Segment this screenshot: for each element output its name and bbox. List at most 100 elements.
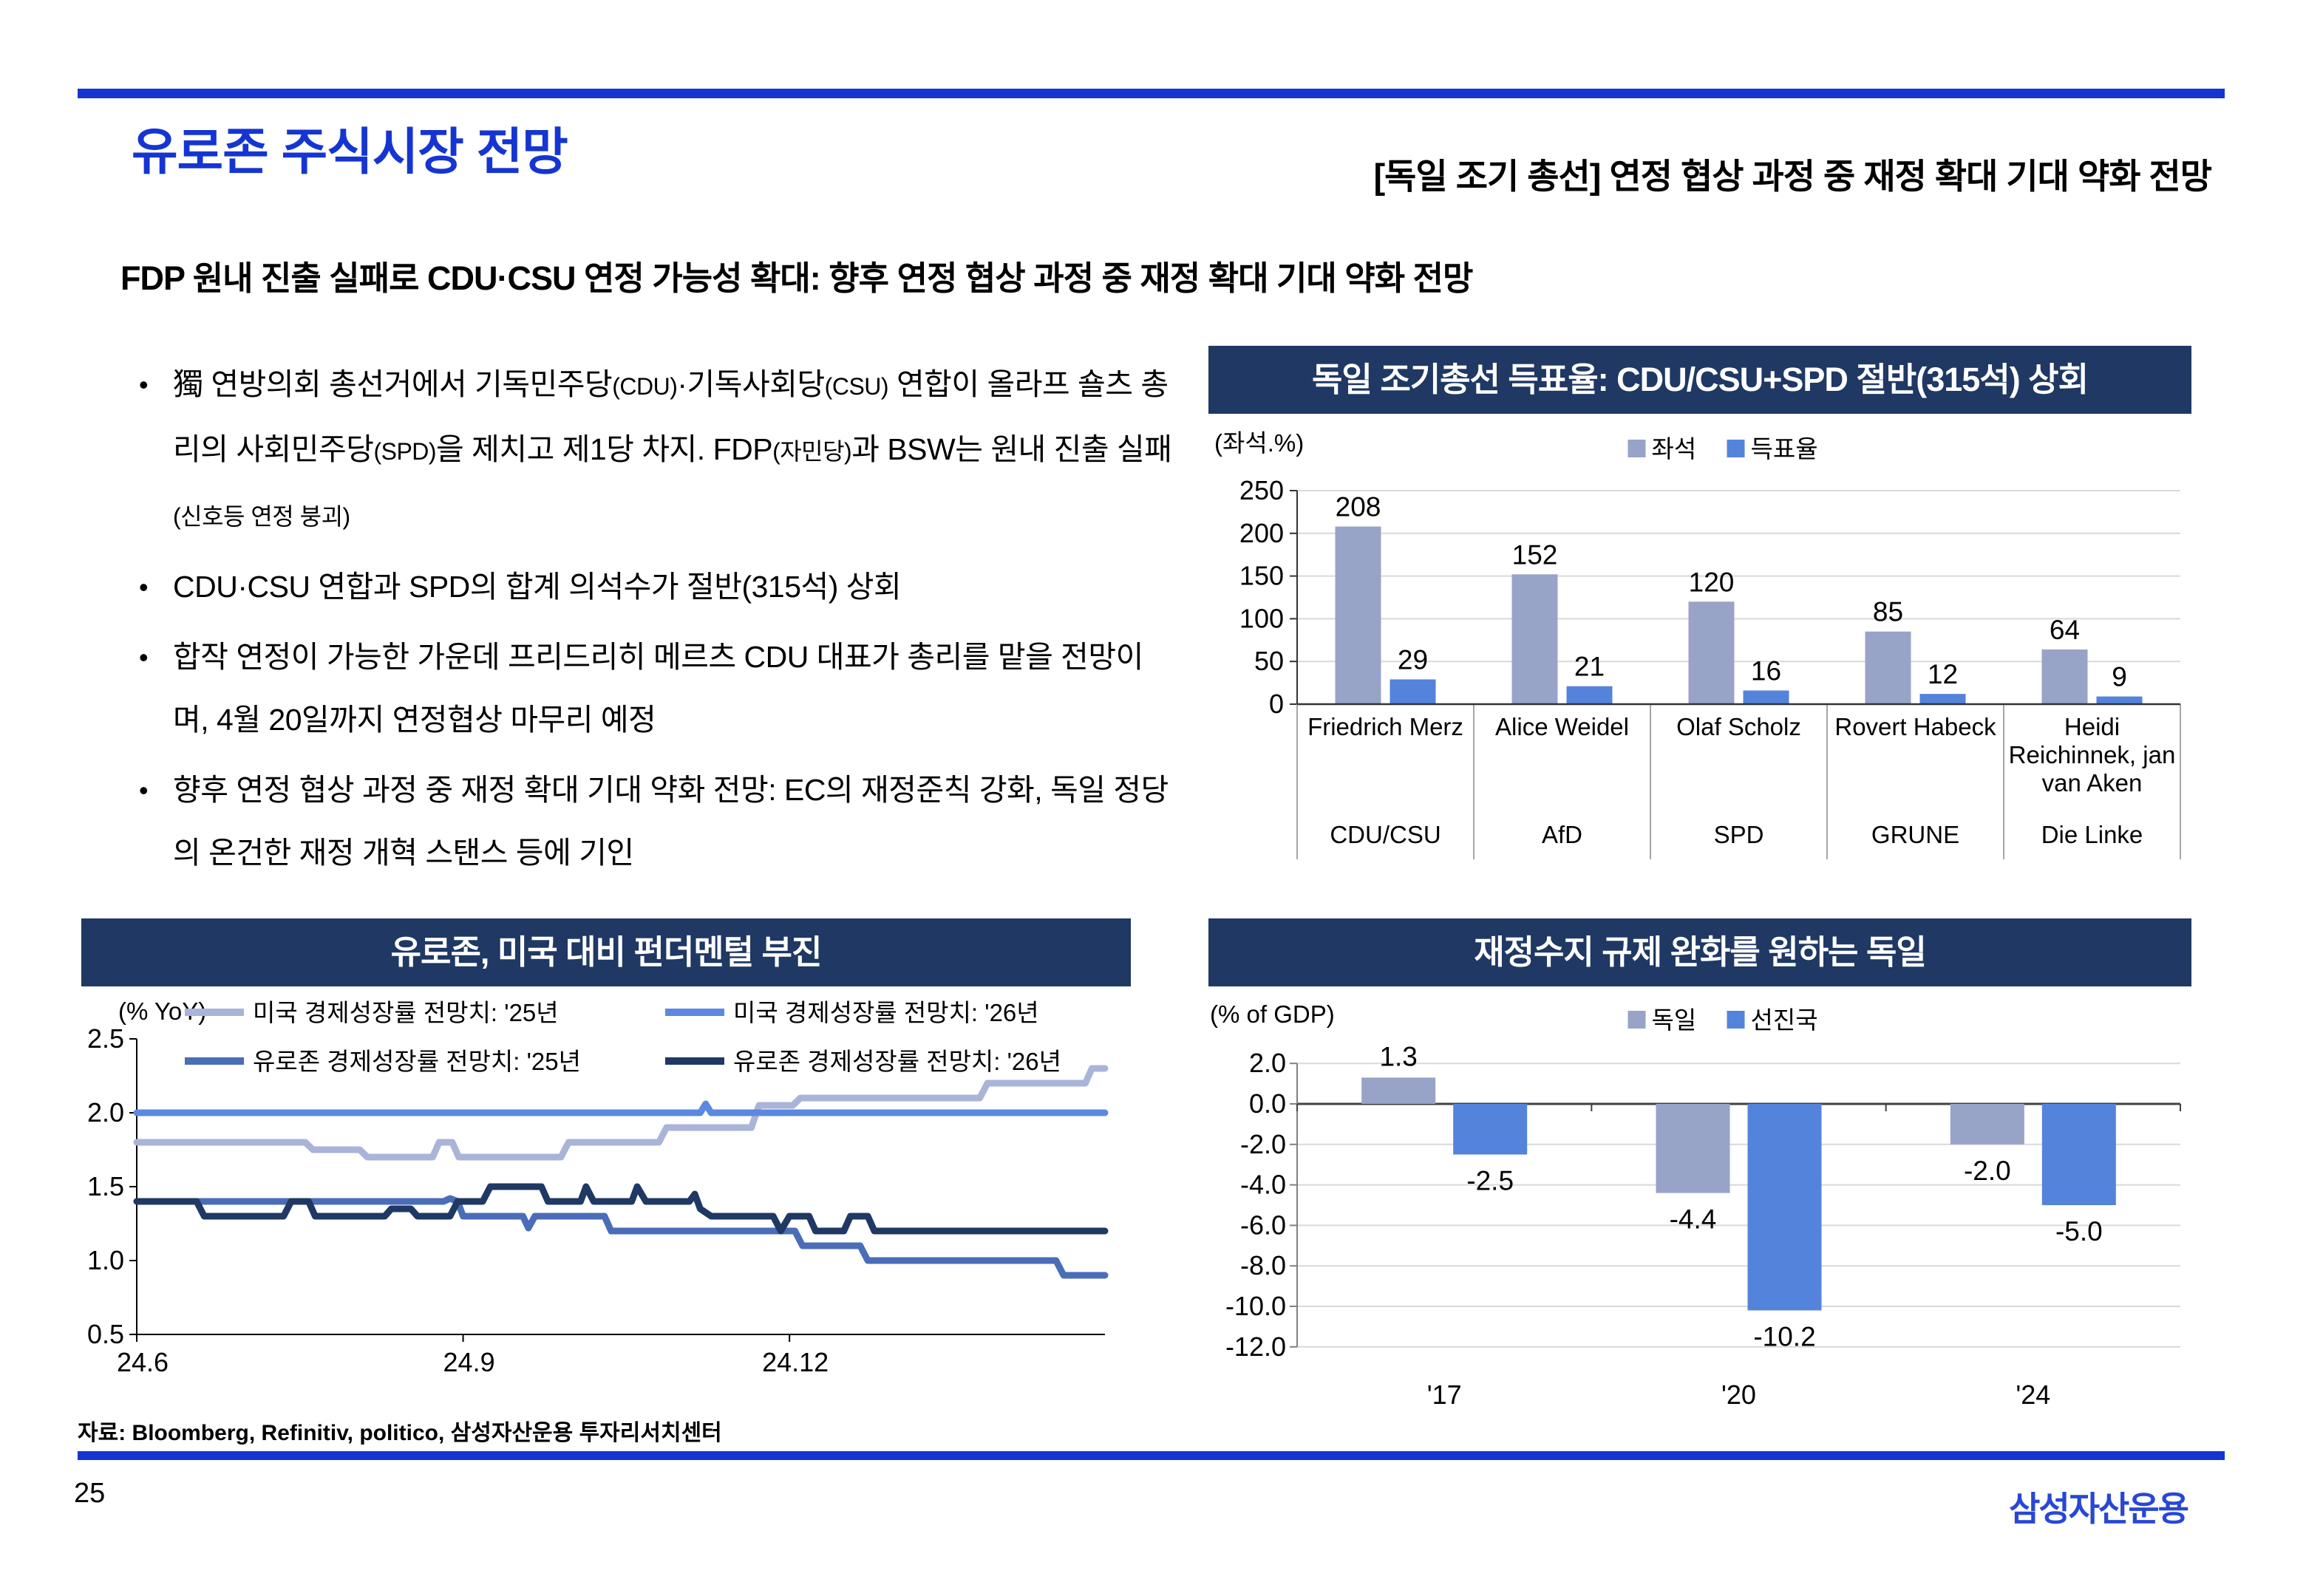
svg-text:208: 208 xyxy=(1336,492,1381,522)
svg-text:미국 경제성장률 전망치: '26년: 미국 경제성장률 전망치: '26년 xyxy=(733,999,1039,1026)
growth-line-3 xyxy=(133,1183,1109,1235)
svg-text:-10.2: -10.2 xyxy=(1753,1321,1815,1351)
bullet-item: • 향후 연정 협상 과정 중 재정 확대 기대 약화 전망: EC의 재정준칙 … xyxy=(139,759,1174,884)
svg-text:GRUNE: GRUNE xyxy=(1871,821,1959,848)
subtitle: FDP 원내 진출 실패로 CDU·CSU 연정 가능성 확대: 향후 연정 협… xyxy=(120,259,1473,297)
svg-text:독일: 독일 xyxy=(1652,1006,1697,1034)
svg-text:-6.0: -6.0 xyxy=(1240,1210,1286,1240)
svg-text:2.0: 2.0 xyxy=(87,1097,124,1128)
bullet-item: • 합작 연정이 가능한 가운데 프리드리히 메르츠 CDU 대표가 총리를 맡을… xyxy=(139,626,1174,751)
page-title: 유로존 주식시장 전망 xyxy=(132,124,568,180)
svg-text:150: 150 xyxy=(1239,561,1284,591)
svg-text:-5.0: -5.0 xyxy=(2055,1216,2103,1247)
growth-legend: 미국 경제성장률 전망치: '25년 미국 경제성장률 전망치: '26년유로존 … xyxy=(185,999,1061,1075)
growth-chart: (% YoY) 미국 경제성장률 전망치: '25년 미국 경제성장률 전망치: '… xyxy=(87,998,1109,1377)
svg-text:미국 경제성장률 전망치: '25년: 미국 경제성장률 전망치: '25년 xyxy=(253,999,559,1026)
bullet-text: CDU·CSU 연합과 SPD의 합계 의석수가 절반(315석) 상회 xyxy=(173,570,902,604)
svg-text:152: 152 xyxy=(1512,539,1558,570)
growth-line-0 xyxy=(133,1065,1109,1161)
bullet-list: • 獨 연방의회 총선거에서 기독민주당(CDU)·기독사회당(CSU) 연합이 … xyxy=(139,353,1174,892)
svg-text:(좌석.%): (좌석.%) xyxy=(1214,429,1304,457)
svg-text:64: 64 xyxy=(2050,615,2080,645)
svg-text:-2.0: -2.0 xyxy=(1240,1129,1286,1159)
svg-text:'24: '24 xyxy=(2016,1380,2050,1410)
svg-text:Reichinnek, jan: Reichinnek, jan xyxy=(2009,741,2176,768)
top-rule xyxy=(78,89,2225,98)
svg-text:좌석: 좌석 xyxy=(1652,435,1697,463)
svg-text:24.6: 24.6 xyxy=(117,1347,169,1377)
bullet-text: 합작 연정이 가능한 가운데 프리드리히 메르츠 CDU 대표가 총리를 맡을 … xyxy=(173,640,1143,737)
svg-text:21: 21 xyxy=(1574,652,1605,682)
bullet-item: • CDU·CSU 연합과 SPD의 합계 의석수가 절반(315석) 상회 xyxy=(139,556,1174,618)
svg-text:-4.4: -4.4 xyxy=(1670,1204,1717,1235)
svg-text:Olaf Scholz: Olaf Scholz xyxy=(1676,713,1801,740)
svg-text:Friedrich Merz: Friedrich Merz xyxy=(1307,713,1463,740)
bullet-text: 향후 연정 협상 과정 중 재정 확대 기대 약화 전망: EC의 재정준칙 강… xyxy=(173,773,1169,870)
svg-text:12: 12 xyxy=(1928,659,1958,689)
election-chart: (좌석.%) 좌석 득표율 0 50 100 150 200 250 208 29 152 21 120 1… xyxy=(1214,429,2181,859)
svg-text:'17: '17 xyxy=(1427,1380,1462,1410)
election-grid: 0 50 100 150 200 250 xyxy=(1239,475,2180,719)
svg-text:2.0: 2.0 xyxy=(1249,1048,1286,1078)
growth-series xyxy=(133,1065,1109,1279)
growth-line-1 xyxy=(133,1100,1109,1116)
svg-text:1.3: 1.3 xyxy=(1379,1041,1417,1071)
svg-text:-2.0: -2.0 xyxy=(1964,1156,2011,1186)
bullet-marker: • xyxy=(139,775,149,805)
election-legend: 좌석 득표율 xyxy=(1628,435,1818,463)
svg-text:유로존 경제성장률 전망치: '26년: 유로존 경제성장률 전망치: '26년 xyxy=(733,1048,1061,1075)
bullet-text: 獨 연방의회 총선거에서 기독민주당(CDU)·기독사회당(CSU) 연합이 올… xyxy=(173,367,1172,530)
svg-text:24.9: 24.9 xyxy=(443,1347,495,1377)
svg-text:0.0: 0.0 xyxy=(1249,1088,1286,1119)
svg-text:-4.0: -4.0 xyxy=(1240,1170,1286,1200)
svg-text:AfD: AfD xyxy=(1542,821,1582,848)
svg-text:(% of GDP): (% of GDP) xyxy=(1210,1000,1335,1028)
svg-text:100: 100 xyxy=(1239,603,1284,633)
fiscal-chart: (% of GDP) 독일 선진국 2.0 0.0 -2.0 -4.0 -6.0 -8.0 -10… xyxy=(1210,1000,2181,1410)
svg-text:85: 85 xyxy=(1873,597,1903,627)
svg-text:-12.0: -12.0 xyxy=(1225,1331,1286,1362)
svg-text:CDU/CSU: CDU/CSU xyxy=(1330,821,1441,848)
svg-text:Heidi: Heidi xyxy=(2064,713,2120,740)
bullet-marker: • xyxy=(139,572,149,602)
election-chart-header: 독일 조기총선 득표율: CDU/CSU+SPD 절반(315석) 상회 xyxy=(1208,346,2191,414)
bullet-marker: • xyxy=(139,369,149,400)
svg-text:-8.0: -8.0 xyxy=(1240,1250,1286,1280)
svg-text:'20: '20 xyxy=(1721,1380,1756,1410)
svg-text:1.5: 1.5 xyxy=(87,1171,124,1201)
svg-text:-2.5: -2.5 xyxy=(1466,1166,1514,1196)
svg-text:득표율: 득표율 xyxy=(1751,435,1818,463)
growth-chart-header: 유로존, 미국 대비 펀더멘털 부진 xyxy=(81,918,1131,986)
svg-text:SPD: SPD xyxy=(1714,821,1764,848)
svg-text:유로존 경제성장률 전망치: '25년: 유로존 경제성장률 전망치: '25년 xyxy=(253,1048,581,1075)
svg-text:Rovert Habeck: Rovert Habeck xyxy=(1834,713,1996,740)
bottom-rule xyxy=(78,1451,2225,1460)
svg-text:-10.0: -10.0 xyxy=(1225,1291,1286,1321)
svg-text:2.5: 2.5 xyxy=(87,1023,124,1054)
svg-text:29: 29 xyxy=(1398,644,1428,675)
growth-line-2 xyxy=(133,1195,1109,1279)
svg-text:16: 16 xyxy=(1751,656,1781,686)
svg-text:선진국: 선진국 xyxy=(1751,1006,1818,1034)
svg-text:van Aken: van Aken xyxy=(2042,769,2143,797)
svg-text:24.12: 24.12 xyxy=(762,1347,829,1377)
svg-text:250: 250 xyxy=(1239,475,1284,505)
fiscal-chart-header: 재정수지 규제 완화를 원하는 독일 xyxy=(1208,918,2191,986)
svg-text:0: 0 xyxy=(1269,689,1284,719)
election-bars: 208 29 152 21 120 16 85 12 64 9 xyxy=(1335,492,2143,704)
svg-text:Alice Weidel: Alice Weidel xyxy=(1495,713,1629,740)
svg-text:1.0: 1.0 xyxy=(87,1245,124,1275)
page-number: 25 xyxy=(74,1478,106,1509)
fiscal-bars: 1.3 -2.5 -4.4 -10.2 -2.0 -5.0 xyxy=(1361,1041,2116,1351)
svg-text:Die Linke: Die Linke xyxy=(2041,821,2143,848)
svg-text:0.5: 0.5 xyxy=(87,1319,124,1349)
svg-text:50: 50 xyxy=(1254,646,1284,676)
svg-text:200: 200 xyxy=(1239,518,1284,548)
svg-text:120: 120 xyxy=(1689,567,1735,597)
source-note: 자료: Bloomberg, Refinitiv, politico, 삼성자산… xyxy=(78,1421,722,1445)
bullet-item: • 獨 연방의회 총선거에서 기독민주당(CDU)·기독사회당(CSU) 연합이 … xyxy=(139,353,1174,548)
bullet-marker: • xyxy=(139,642,149,672)
election-category-table: Friedrich Merz CDU/CSU Alice Weidel AfD Olaf… xyxy=(1296,704,2181,859)
logo: 삼성자산운용 xyxy=(2009,1490,2189,1528)
